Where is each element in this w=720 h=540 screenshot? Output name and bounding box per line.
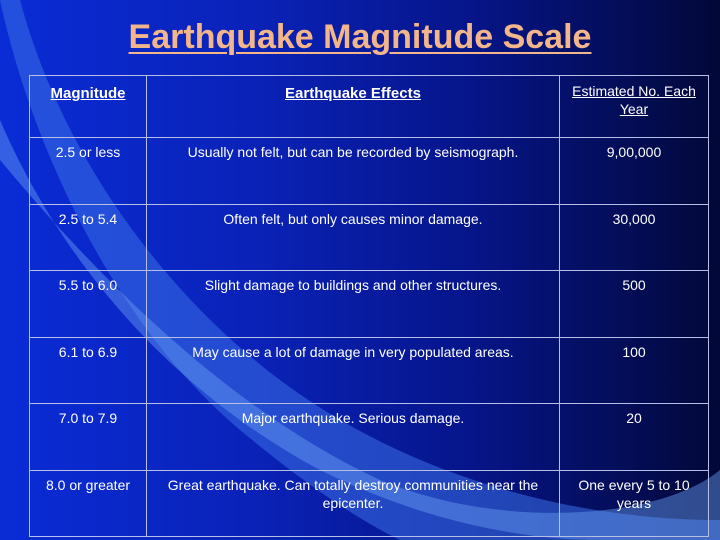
magnitude-cell: 7.0 to 7.9 bbox=[29, 403, 147, 471]
header-estimated-per-year: Estimated No. Each Year bbox=[559, 74, 709, 139]
table-row: 6.1 to 6.9 May cause a lot of damage in … bbox=[29, 336, 709, 405]
effects-cell: Major earthquake. Serious damage. bbox=[146, 403, 560, 471]
magnitude-cell: 8.0 or greater bbox=[29, 469, 147, 537]
table-row: 7.0 to 7.9 Major earthquake. Serious dam… bbox=[29, 403, 709, 471]
table-row: 8.0 or greater Great earthquake. Can tot… bbox=[29, 469, 709, 537]
page-title: Earthquake Magnitude Scale bbox=[128, 18, 592, 56]
magnitude-cell: 2.5 or less bbox=[29, 137, 147, 205]
count-cell: 500 bbox=[559, 270, 709, 338]
table-row: 2.5 to 5.4 Often felt, but only causes m… bbox=[29, 203, 709, 272]
magnitude-cell: 6.1 to 6.9 bbox=[29, 336, 147, 405]
count-cell: 100 bbox=[559, 336, 709, 405]
table-row: 5.5 to 6.0 Slight damage to buildings an… bbox=[29, 270, 709, 338]
effects-cell: Often felt, but only causes minor damage… bbox=[146, 203, 560, 272]
table-row: 2.5 or less Usually not felt, but can be… bbox=[29, 137, 709, 205]
count-cell: 20 bbox=[559, 403, 709, 471]
count-cell: 9,00,000 bbox=[559, 137, 709, 205]
count-cell: 30,000 bbox=[559, 203, 709, 272]
count-cell: One every 5 to 10 years bbox=[559, 469, 709, 537]
header-effects: Earthquake Effects bbox=[146, 74, 560, 139]
table-header-row: Magnitude Earthquake Effects Estimated N… bbox=[29, 74, 709, 139]
magnitude-table: Magnitude Earthquake Effects Estimated N… bbox=[29, 74, 709, 537]
effects-cell: May cause a lot of damage in very popula… bbox=[146, 336, 560, 405]
magnitude-cell: 5.5 to 6.0 bbox=[29, 270, 147, 338]
magnitude-cell: 2.5 to 5.4 bbox=[29, 203, 147, 272]
effects-cell: Slight damage to buildings and other str… bbox=[146, 270, 560, 338]
effects-cell: Usually not felt, but can be recorded by… bbox=[146, 137, 560, 205]
effects-cell: Great earthquake. Can totally destroy co… bbox=[146, 469, 560, 537]
header-magnitude: Magnitude bbox=[29, 74, 147, 139]
